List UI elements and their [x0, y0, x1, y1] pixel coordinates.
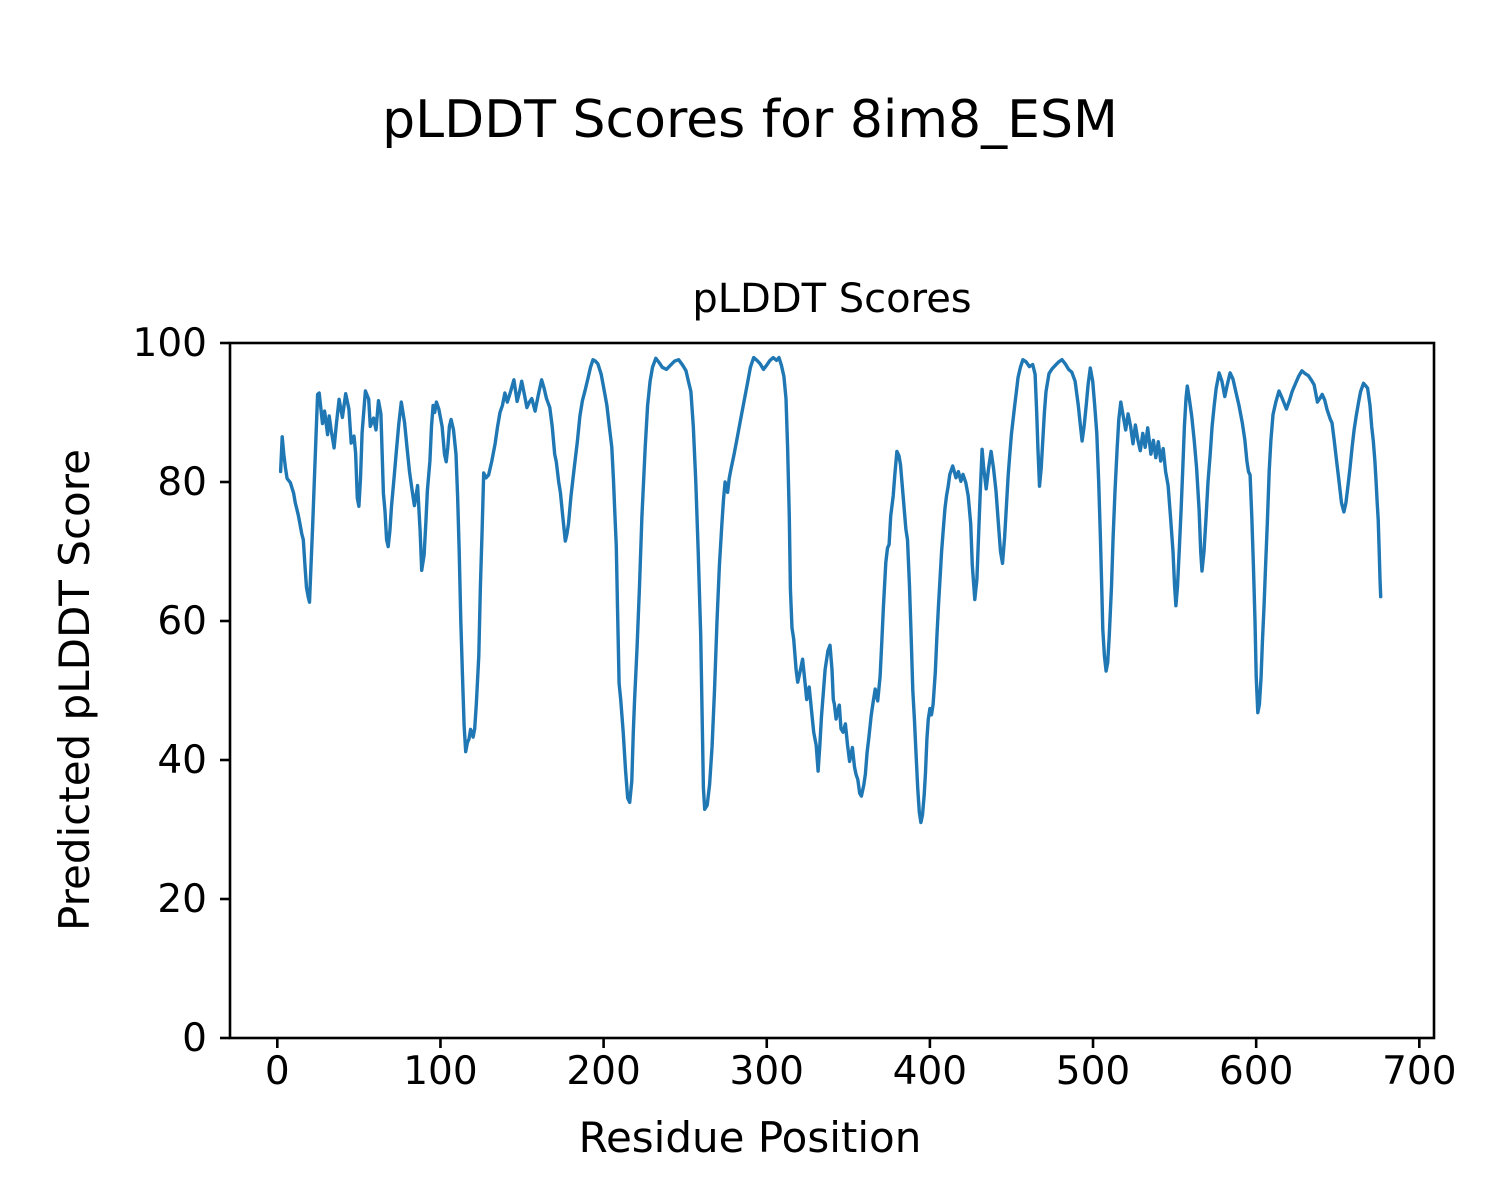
- y-tick-label: 80: [157, 459, 207, 505]
- y-tick-label: 60: [157, 598, 207, 644]
- plddt-line: [278, 355, 1383, 825]
- y-tick-label: 0: [182, 1015, 207, 1061]
- x-axis-label: Residue Position: [578, 1113, 922, 1162]
- y-axis-label: Predicted pLDDT Score: [50, 449, 99, 931]
- y-tick-label: 40: [157, 737, 207, 783]
- x-tick-label: 500: [1055, 1049, 1131, 1094]
- tick-marks: [220, 341, 1421, 1048]
- x-tick-label: 400: [892, 1049, 968, 1094]
- x-tick-label: 300: [729, 1049, 804, 1094]
- axes-spines: [228, 341, 1436, 1040]
- figure-title: pLDDT Scores for 8im8_ESM: [382, 90, 1118, 150]
- x-tick-label: 100: [403, 1049, 478, 1094]
- axes-title: pLDDT Scores: [692, 276, 972, 322]
- x-tick-label: 600: [1218, 1049, 1294, 1094]
- y-tick-label: 20: [157, 876, 207, 922]
- x-tick-label: 200: [566, 1049, 641, 1094]
- x-tick-label: 700: [1382, 1049, 1457, 1094]
- x-tick-label: 0: [264, 1049, 290, 1094]
- y-tick-label: 100: [132, 320, 207, 366]
